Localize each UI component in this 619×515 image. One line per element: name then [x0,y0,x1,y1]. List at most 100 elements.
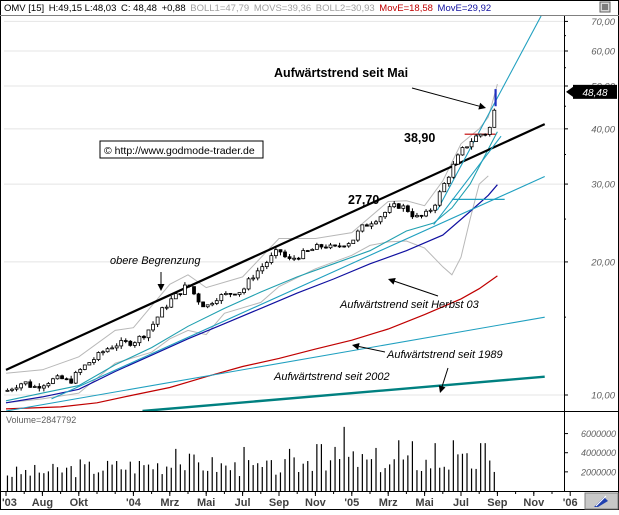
candle-58 [269,252,274,265]
window-controls[interactable] [599,1,611,13]
candle-42 [196,292,201,305]
last-price-label: 48,48 [582,88,607,99]
candle-3 [19,382,24,391]
candle-67 [310,248,315,252]
candle-92 [424,209,428,218]
candle-90 [415,212,419,218]
candle-77 [355,229,360,243]
copyright-text: © http://www.godmode-trader.de [104,145,255,157]
time-tick-label-10: Mrz [379,497,398,509]
candle-89 [410,208,415,219]
header-boll2: BOLL2=30,93 [316,3,375,14]
header-boll1: BOLL1=47,79 [190,3,249,14]
annotation-seit-2002: Aufwärtstrend seit 2002 [273,371,390,383]
arrow-2002-from-1989-shaft [358,345,386,353]
annotation-trend-mai: Aufwärtstrend seit Mai [274,66,408,80]
candle-35 [164,304,169,311]
candle-62 [287,254,292,261]
candle-94 [433,203,438,214]
header-ohlc: H:49,15 L:48,03 [49,3,117,14]
move-fast-line [5,275,498,410]
candle-103 [474,134,479,142]
trend-line-1 [436,16,542,211]
volume-axis-labels: 2000000 4000000 6000000 [564,429,616,477]
trend-line-3 [51,176,545,400]
header-change: +0,88 [162,3,186,14]
candle-38 [178,293,183,297]
candle-61 [283,249,287,259]
arrow-1989-head [438,385,446,393]
candle-106 [487,126,492,137]
candle-79 [365,223,369,227]
time-tick-label-12: Jul [453,497,469,509]
candle-104 [478,133,483,138]
candle-9 [46,382,51,388]
trend-line-4 [5,316,545,411]
candle-88 [405,204,410,213]
candle-32 [151,321,155,332]
chart-tool-icon[interactable] [584,492,619,510]
header-movs: MOVS=39,36 [254,3,311,14]
header-move-fast: MovE=18,58 [379,3,433,14]
candle-101 [465,146,469,149]
candle-4 [23,381,28,386]
candle-18 [87,362,92,366]
candle-47 [219,293,224,304]
candle-23 [110,345,115,350]
candle-98 [451,161,456,179]
candle-41 [192,286,196,296]
candle-33 [155,316,160,328]
trend-line-5 [142,375,545,411]
candle-72 [333,244,337,248]
price-tick-label-3: 40,00 [591,124,615,135]
volume-readout: Volume=2847792 [6,415,76,425]
candle-37 [173,293,178,300]
annotation-level-2770: 27,70 [348,193,379,207]
candle-39 [183,282,187,296]
candle-64 [296,256,301,261]
volume-tick-label-1: 4000000 [581,448,616,458]
candle-81 [374,219,378,225]
candle-70 [324,244,328,249]
header-symbol: OMV [15] [4,3,44,14]
candle-5 [28,379,33,388]
trend-line-2 [433,135,502,225]
candle-8 [41,384,46,392]
candle-17 [82,364,87,371]
candle-45 [210,301,215,307]
price-tick-label-5: 60,00 [591,47,615,58]
candle-55 [255,267,260,281]
candle-28 [132,341,137,348]
header-close: C: 48,48 [121,3,157,14]
time-tick-label-14: Nov [523,497,545,509]
candle-66 [305,249,310,252]
candle-49 [228,292,233,298]
candle-30 [142,335,146,340]
candle-19 [92,357,96,365]
annotations: Aufwärtstrend seit Mai 38,90 27,70 obere… [99,66,503,393]
candle-40 [187,284,192,288]
arrow-trend-mai-head [478,102,486,110]
candle-99 [456,153,460,165]
candle-91 [419,214,424,219]
candle-31 [146,329,151,342]
candle-102 [469,138,474,150]
move-slow-line [5,184,498,404]
candle-69 [319,243,324,250]
candle-63 [292,255,297,262]
price-tick-label-1: 20,00 [590,257,615,268]
candle-76 [351,239,356,244]
candle-83 [383,211,388,219]
time-tick-label-1: Aug [32,497,53,509]
candle-60 [278,249,283,256]
candle-85 [392,200,397,209]
annotation-arrows [157,87,486,393]
last-price-box [573,84,617,99]
volume-tick-label-2: 6000000 [581,429,616,439]
candle-96 [442,182,447,193]
candle-82 [378,215,383,225]
time-tick-label-7: Sep [269,497,289,509]
price-tick-label-2: 30,00 [591,180,615,191]
